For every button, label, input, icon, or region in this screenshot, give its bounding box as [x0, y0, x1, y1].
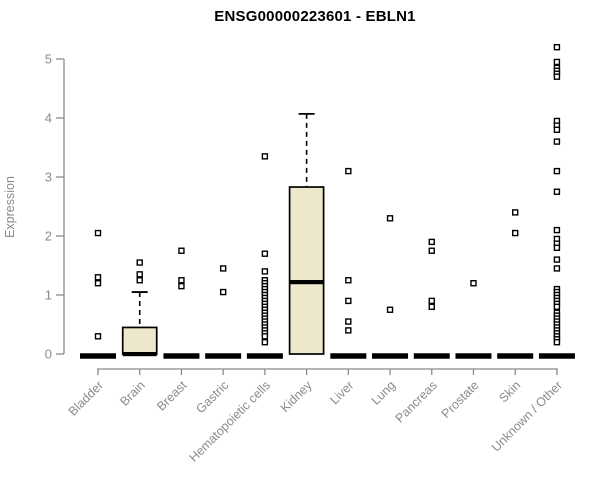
- outlier-point: [136, 271, 143, 278]
- collapsed-box-at-zero: [163, 353, 200, 359]
- outlier-point: [553, 138, 561, 145]
- outlier-point: [261, 153, 269, 160]
- x-tick-label-bladder: Bladder: [66, 378, 106, 418]
- x-tick-label-liver: Liver: [327, 378, 356, 407]
- outlier-point: [428, 247, 435, 254]
- boxplot-gastric: [205, 265, 242, 359]
- outlier-point: [94, 229, 102, 237]
- median-line: [122, 352, 157, 357]
- y-tick-label: 4: [45, 111, 52, 126]
- outlier-point: [553, 188, 561, 195]
- collapsed-box-at-zero: [372, 353, 409, 359]
- outlier-point: [94, 274, 102, 281]
- x-tick-label-breast: Breast: [154, 378, 190, 414]
- outlier-point: [512, 229, 519, 237]
- y-axis: 0 1 2 3 4 5: [45, 52, 65, 362]
- y-tick-label: 2: [45, 229, 52, 244]
- boxplot-unknown-other: [538, 44, 575, 359]
- outlier-point: [219, 265, 227, 272]
- outlier-point: [553, 73, 561, 80]
- y-tick-label: 5: [45, 52, 52, 67]
- collapsed-box-at-zero: [330, 353, 367, 359]
- boxplot-pancreas: [413, 238, 450, 359]
- collapsed-box-at-zero: [413, 353, 450, 359]
- chart-title: ENSG00000223601 - EBLN1: [214, 8, 416, 25]
- outlier-point: [219, 288, 227, 296]
- outlier-point: [553, 265, 561, 272]
- boxplot-hematopoietic-cells: [246, 153, 283, 359]
- outlier-point: [428, 238, 435, 246]
- outlier-point: [553, 167, 561, 175]
- outlier-point: [553, 226, 561, 234]
- outlier-point: [553, 44, 561, 51]
- outlier-point: [178, 282, 185, 290]
- box: [288, 186, 325, 355]
- x-tick-label-prostate: Prostate: [439, 378, 482, 421]
- outlier-point: [345, 167, 352, 175]
- outlier-point: [94, 280, 102, 287]
- outlier-point: [261, 333, 269, 340]
- outlier-point: [261, 250, 269, 257]
- x-tick-label-hematopoietic-cells: Hematopoietic cells: [186, 378, 273, 465]
- x-tick-label-skin: Skin: [496, 378, 523, 405]
- boxplot-lung: [372, 215, 409, 359]
- outlier-point: [345, 297, 352, 305]
- outlier-point: [553, 303, 561, 310]
- x-tick-label-kidney: Kidney: [278, 378, 315, 415]
- collapsed-box-at-zero: [246, 353, 283, 359]
- y-tick-label: 1: [45, 288, 52, 303]
- boxplot-bladder: [80, 229, 116, 359]
- x-tick-label-lung: Lung: [369, 378, 399, 408]
- outlier-point: [178, 247, 185, 254]
- outlier-point: [261, 268, 269, 275]
- outlier-point: [345, 327, 352, 334]
- collapsed-box-at-zero: [80, 353, 116, 359]
- collapsed-box-at-zero: [497, 353, 534, 359]
- x-tick-label-brain: Brain: [117, 378, 148, 409]
- y-tick-label: 0: [45, 347, 52, 362]
- boxplot-kidney: [288, 112, 325, 355]
- outlier-point: [261, 339, 269, 346]
- boxplot-prostate: [455, 280, 492, 359]
- y-axis-title: Expression: [3, 176, 17, 238]
- outlier-point: [512, 209, 519, 216]
- outlier-point: [553, 256, 561, 263]
- y-tick-label: 3: [45, 170, 52, 185]
- outlier-point: [136, 259, 143, 266]
- x-tick-label-pancreas: Pancreas: [393, 378, 440, 425]
- outlier-point: [428, 297, 435, 305]
- outlier-point: [553, 58, 561, 66]
- boxplot-skin: [497, 209, 534, 359]
- outlier-point: [553, 126, 561, 134]
- outlier-point: [428, 303, 435, 310]
- collapsed-box-at-zero: [538, 353, 575, 359]
- outlier-point: [136, 277, 143, 284]
- outlier-point: [94, 333, 102, 340]
- outlier-point: [386, 215, 394, 222]
- outlier-point: [553, 244, 561, 252]
- outlier-point: [386, 306, 394, 313]
- collapsed-box-at-zero: [205, 353, 242, 359]
- outlier-point: [470, 280, 477, 287]
- outlier-point: [345, 277, 352, 284]
- box: [121, 326, 158, 355]
- boxplot-liver: [330, 167, 367, 359]
- boxplot-brain: [121, 259, 158, 357]
- outlier-point: [178, 277, 185, 284]
- median-line: [289, 280, 324, 285]
- x-tick-label-gastric: Gastric: [193, 378, 231, 416]
- outlier-point: [553, 339, 561, 346]
- x-tick-label-unknown-other: Unknown / Other: [489, 378, 565, 454]
- outlier-point: [345, 318, 352, 325]
- collapsed-box-at-zero: [455, 353, 492, 359]
- boxplot-breast: [163, 247, 200, 359]
